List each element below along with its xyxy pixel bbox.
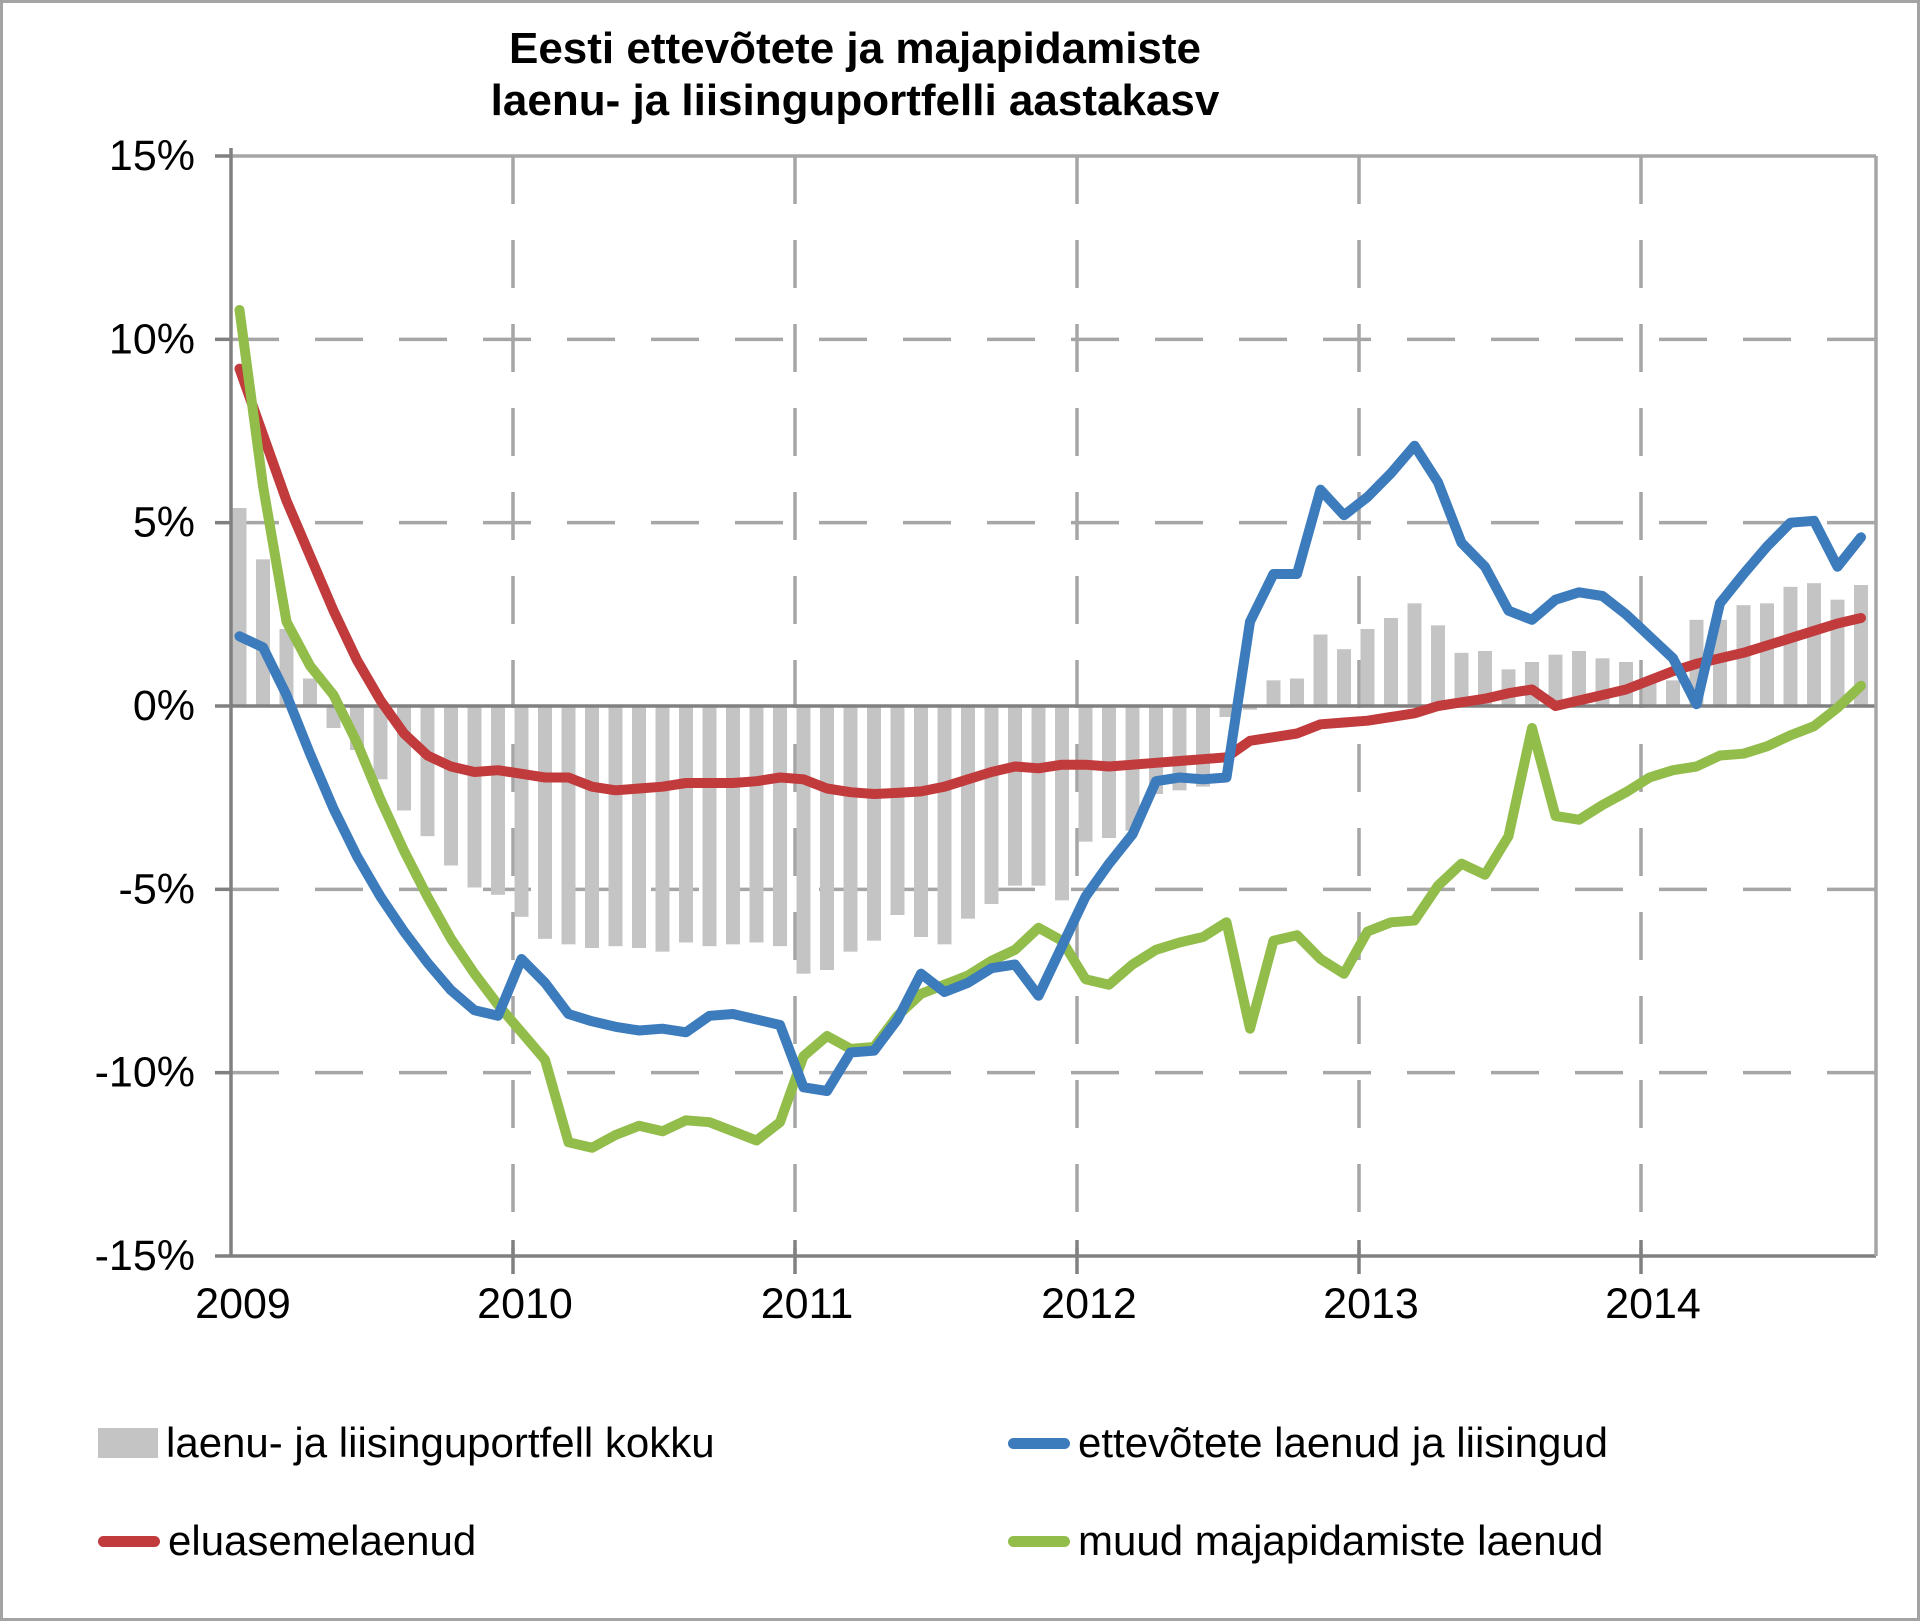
y-axis-label-0: 0% [133,682,195,730]
chart-plot: 15% 10% 5% 0% -5% -10% -15%2009 2010 2011 2012 201… [95,132,1878,1328]
bar-month-35 [1055,706,1069,901]
bar-month-19 [679,706,693,943]
legend-swatch-line-icon [98,1535,160,1547]
bar-month-44 [1266,680,1281,706]
bar-month-13 [538,706,552,939]
legend-swatch-bar-icon [98,1428,158,1458]
bar-month-34 [1031,706,1046,886]
x-axis-label-2012: 2012 [1041,1280,1137,1328]
bar-month-31 [961,706,975,919]
line-series-ettevõtete-laenud-ja-liisingud [234,440,1866,1096]
legend-swatch-line-icon [1008,1535,1070,1547]
bar-month-26 [843,706,858,952]
y-axis-label-10: 10% [109,315,195,363]
bar-month-16 [608,706,623,947]
bar-month-0 [232,507,247,706]
x-axis-label-2009: 2009 [195,1280,291,1328]
legend-item-1: laenu- ja liisinguportfell kokku [98,1412,715,1474]
bar-month-27 [867,706,881,941]
bar-month-67 [1807,583,1821,706]
bar-month-10 [467,706,482,888]
bar-month-18 [655,706,670,952]
bar-month-39 [1149,706,1163,795]
bar-month-47 [1337,649,1351,706]
line-series-muud-majapidamiste-laenud [234,305,1866,1153]
bar-month-20 [702,706,717,947]
bar-month-57 [1572,650,1586,706]
bar-month-40 [1172,706,1187,791]
bar-month-12 [514,706,529,917]
bar-month-3 [303,678,317,706]
bar-month-41 [1196,706,1210,787]
bar-month-50 [1407,603,1422,706]
bar-month-9 [444,706,458,866]
legend-label: laenu- ja liisinguportfell kokku [166,1419,715,1466]
bar-month-66 [1783,586,1798,706]
x-axis-label-2011: 2011 [761,1280,853,1328]
legend-item-2: ettevõtete laenud ja liisingud [1008,1412,1608,1474]
x-axis-label-2013: 2013 [1323,1280,1419,1328]
bar-month-68 [1830,599,1845,706]
bar-month-22 [749,706,764,943]
y-axis-label-5: 5% [133,499,195,547]
y-axis-label--10: -10% [95,1049,195,1097]
legend-label: eluasemelaenud [168,1517,477,1564]
bar-month-32 [984,706,999,905]
legend-item-3: eluasemelaenud [98,1510,476,1572]
bar-month-52 [1454,652,1469,706]
bar-month-29 [914,706,928,938]
bar-month-24 [796,706,811,974]
legend-item-4: muud majapidamiste laenud [1008,1510,1603,1572]
bar-month-14 [561,706,576,945]
legend-label: muud majapidamiste laenud [1078,1517,1604,1564]
bar-month-33 [1008,706,1022,886]
bar-month-51 [1431,625,1445,706]
bar-month-28 [890,706,905,916]
bar-month-25 [820,706,834,971]
y-axis-label-15: 15% [109,132,195,180]
x-axis-label-2010: 2010 [477,1280,573,1328]
bar-month-30 [937,706,952,945]
bar-month-6 [373,706,388,780]
bar-month-65 [1760,603,1774,706]
bar-month-56 [1548,654,1563,706]
bar-month-1 [256,559,270,706]
chart-title-line2: laenu- ja liisinguportfelli aastakasv [490,76,1220,125]
legend-swatch-line-icon [1008,1437,1070,1449]
bar-month-46 [1313,634,1328,706]
y-axis-label--15: -15% [95,1232,195,1280]
bar-month-43 [1243,706,1257,710]
bar-month-17 [632,706,646,949]
y-axis-label--5: -5% [119,865,195,913]
chart-title-line1: Eesti ettevõtete ja majapidamiste [508,24,1202,73]
bar-month-45 [1290,678,1304,706]
bar-month-42 [1219,706,1234,717]
bar-month-21 [726,706,740,945]
bar-month-23 [773,706,787,947]
bar-month-37 [1102,706,1116,839]
bar-month-15 [585,706,599,949]
bar-month-53 [1478,650,1492,706]
bar-month-49 [1384,617,1398,706]
bar-month-36 [1078,706,1093,842]
bar-month-48 [1360,628,1375,706]
bar-month-61 [1666,680,1680,706]
bar-month-55 [1525,661,1539,706]
x-axis-label-2014: 2014 [1605,1280,1701,1328]
legend-label: ettevõtete laenud ja liisingud [1078,1419,1609,1466]
line-series-eluasemelaenud [234,363,1866,799]
bar-month-11 [491,706,505,895]
bar-month-8 [420,706,435,837]
